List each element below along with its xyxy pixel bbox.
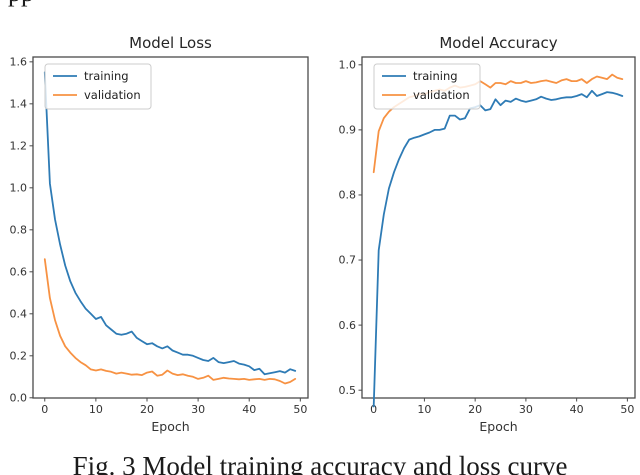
legend: training validation	[373, 63, 481, 110]
svg-text:0.8: 0.8	[339, 189, 357, 202]
svg-text:0.7: 0.7	[339, 254, 357, 267]
svg-text:40: 40	[570, 403, 584, 416]
legend-validation-label: validation	[84, 88, 141, 102]
x-axis-ticks: 0 10 20 30 40 50	[370, 398, 634, 416]
cropped-text-fragment: pp	[8, 0, 34, 6]
svg-text:50: 50	[293, 403, 307, 416]
legend: training validation	[44, 63, 152, 110]
axes-frame	[361, 56, 636, 399]
legend-training-label: training	[84, 69, 129, 83]
svg-text:40: 40	[242, 403, 256, 416]
svg-text:0.6: 0.6	[10, 266, 28, 279]
svg-text:0.9: 0.9	[339, 124, 357, 137]
chart-title: Model Loss	[129, 34, 212, 52]
svg-text:30: 30	[191, 403, 205, 416]
svg-text:1.0: 1.0	[10, 182, 28, 195]
svg-text:0.0: 0.0	[10, 391, 28, 404]
x-axis-ticks: 0 10 20 30 40 50	[41, 398, 307, 416]
x-axis-label: Epoch	[479, 419, 517, 434]
svg-text:0.4: 0.4	[10, 307, 28, 320]
svg-text:10: 10	[89, 403, 103, 416]
svg-text:30: 30	[519, 403, 533, 416]
chart-title: Model Accuracy	[439, 34, 557, 52]
svg-text:0.6: 0.6	[339, 319, 357, 332]
legend-training-label: training	[413, 69, 458, 83]
series-validation-line	[43, 258, 297, 385]
x-axis-label: Epoch	[151, 419, 189, 434]
svg-text:0.5: 0.5	[339, 384, 357, 397]
svg-text:0: 0	[41, 403, 48, 416]
series-training-line	[43, 71, 297, 376]
svg-text:10: 10	[417, 403, 431, 416]
svg-text:1.0: 1.0	[339, 59, 357, 72]
svg-text:50: 50	[620, 403, 634, 416]
legend-validation-label: validation	[413, 88, 470, 102]
svg-text:20: 20	[140, 403, 154, 416]
y-axis-ticks: 0.0 0.2 0.4 0.6 0.8 1.0 1.2 1.4 1.6	[10, 56, 33, 404]
svg-text:1.2: 1.2	[10, 140, 28, 153]
accuracy-chart: Model Accuracy 0.5 0.6 0.7 0.8 0.9 1.0 0 10 20 30 4…	[339, 34, 636, 434]
svg-text:0: 0	[370, 403, 377, 416]
svg-text:0.8: 0.8	[10, 224, 28, 237]
axes-frame	[32, 56, 309, 399]
loss-chart: Model Loss 0.0 0.2 0.4 0.6 0.8 1.0 1.2 1.4 1.6 0 10…	[10, 34, 309, 434]
svg-text:1.4: 1.4	[10, 98, 28, 111]
figure-caption: Fig. 3 Model training accuracy and loss …	[72, 451, 568, 475]
svg-text:1.6: 1.6	[10, 56, 28, 69]
svg-text:20: 20	[468, 403, 482, 416]
svg-text:0.2: 0.2	[10, 349, 28, 362]
series-training-line	[372, 89, 624, 408]
y-axis-ticks: 0.5 0.6 0.7 0.8 0.9 1.0	[339, 59, 362, 397]
